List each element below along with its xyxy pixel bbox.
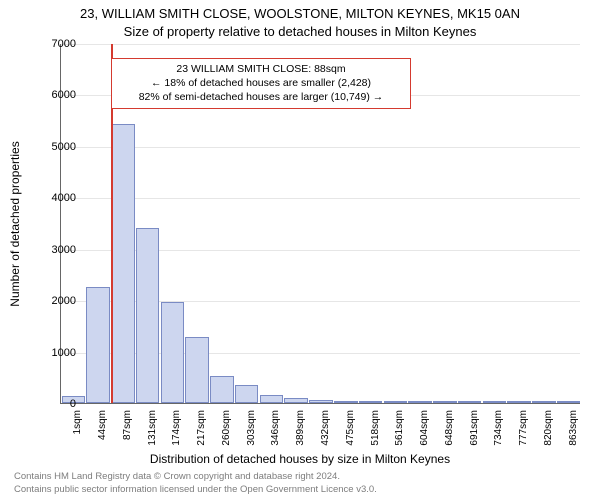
bar <box>359 401 383 403</box>
y-tick-label: 0 <box>36 398 76 410</box>
gridline <box>61 198 580 199</box>
y-tick-label: 6000 <box>36 89 76 101</box>
y-tick-label: 2000 <box>36 295 76 307</box>
chart-container: 23, WILLIAM SMITH CLOSE, WOOLSTONE, MILT… <box>0 0 600 500</box>
x-tick-label: 777sqm <box>518 410 529 450</box>
gridline <box>61 44 580 45</box>
bar <box>260 395 284 403</box>
x-tick-label: 44sqm <box>97 410 108 450</box>
bar <box>532 401 556 403</box>
bar <box>557 401 581 403</box>
bar <box>507 401 531 403</box>
annotation-line2: ← 18% of detached houses are smaller (2,… <box>118 76 404 90</box>
x-tick-label: 820sqm <box>543 410 554 450</box>
bar <box>161 302 185 403</box>
x-tick-label: 432sqm <box>320 410 331 450</box>
y-axis-label: Number of detached properties <box>8 141 22 306</box>
x-tick-label: 303sqm <box>246 410 257 450</box>
y-tick-label: 5000 <box>36 141 76 153</box>
x-tick-label: 691sqm <box>469 410 480 450</box>
annotation-line3: 82% of semi-detached houses are larger (… <box>118 90 404 104</box>
chart-subtitle: Size of property relative to detached ho… <box>0 24 600 39</box>
gridline <box>61 147 580 148</box>
plot-area: 23 WILLIAM SMITH CLOSE: 88sqm ← 18% of d… <box>60 44 580 404</box>
bar <box>235 385 259 403</box>
y-tick-label: 1000 <box>36 347 76 359</box>
x-tick-label: 604sqm <box>419 410 430 450</box>
y-tick-label: 3000 <box>36 244 76 256</box>
x-tick-label: 346sqm <box>270 410 281 450</box>
x-tick-label: 87sqm <box>122 410 133 450</box>
x-tick-label: 518sqm <box>370 410 381 450</box>
bar <box>309 400 333 403</box>
x-tick-label: 131sqm <box>147 410 158 450</box>
x-tick-label: 174sqm <box>171 410 182 450</box>
bar <box>483 401 507 403</box>
x-tick-label: 389sqm <box>295 410 306 450</box>
bar <box>458 401 482 403</box>
footer-attribution: Contains HM Land Registry data © Crown c… <box>14 471 377 496</box>
bar <box>136 228 160 403</box>
x-tick-label: 648sqm <box>444 410 455 450</box>
bar <box>86 287 110 403</box>
bar <box>433 401 457 403</box>
bar <box>111 124 135 403</box>
x-tick-label: 475sqm <box>345 410 356 450</box>
annotation-line1: 23 WILLIAM SMITH CLOSE: 88sqm <box>118 62 404 76</box>
footer-line1: Contains HM Land Registry data © Crown c… <box>14 471 377 483</box>
chart-title-address: 23, WILLIAM SMITH CLOSE, WOOLSTONE, MILT… <box>0 6 600 21</box>
bar <box>334 401 358 403</box>
footer-line2: Contains public sector information licen… <box>14 484 377 496</box>
x-tick-label: 260sqm <box>221 410 232 450</box>
bar <box>384 401 408 403</box>
x-tick-label: 217sqm <box>196 410 207 450</box>
x-tick-label: 561sqm <box>394 410 405 450</box>
bar <box>408 401 432 403</box>
bar <box>185 337 209 403</box>
x-axis-label: Distribution of detached houses by size … <box>0 452 600 466</box>
bar <box>210 376 234 403</box>
y-tick-label: 7000 <box>36 38 76 50</box>
x-tick-label: 1sqm <box>72 410 83 450</box>
x-tick-label: 863sqm <box>568 410 579 450</box>
property-annotation-box: 23 WILLIAM SMITH CLOSE: 88sqm ← 18% of d… <box>111 58 411 109</box>
x-tick-label: 734sqm <box>493 410 504 450</box>
y-tick-label: 4000 <box>36 192 76 204</box>
bar <box>284 398 308 403</box>
